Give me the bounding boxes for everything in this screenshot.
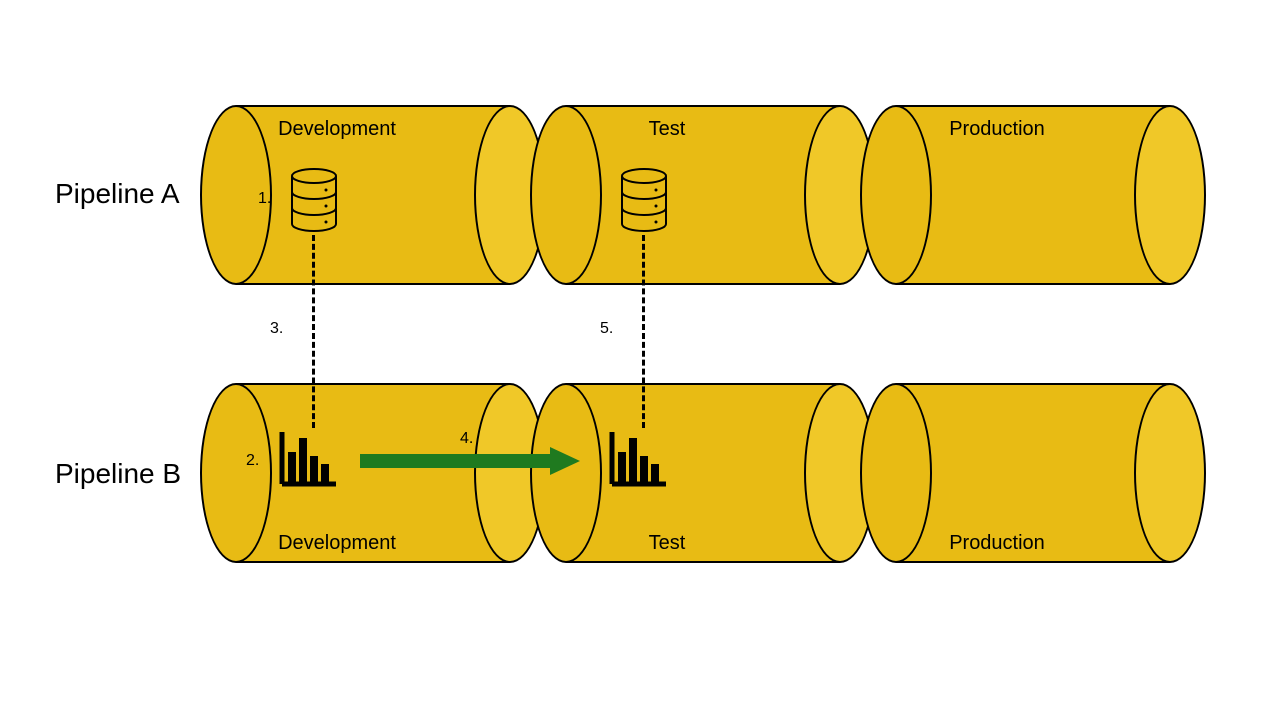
step-number-1: 1. xyxy=(258,190,271,208)
step-number-2: 2. xyxy=(246,452,259,470)
stage-label-b-test: Test xyxy=(530,532,804,555)
step-number-3: 3. xyxy=(270,320,283,338)
bar-chart-icon xyxy=(278,428,338,488)
stage-label-a-dev: Development xyxy=(200,118,474,141)
stage-label-a-prod: Production xyxy=(860,118,1134,141)
database-icon xyxy=(620,168,668,232)
dashed-connector-test xyxy=(642,235,645,428)
stage-label-a-test: Test xyxy=(530,118,804,141)
pipeline-a-label: Pipeline A xyxy=(55,178,180,210)
deploy-arrow xyxy=(360,447,580,475)
database-icon xyxy=(290,168,338,232)
stage-label-b-prod: Production xyxy=(860,532,1134,555)
stage-label-b-dev: Development xyxy=(200,532,474,555)
pipeline-b-label: Pipeline B xyxy=(55,458,181,490)
bar-chart-icon xyxy=(608,428,668,488)
dashed-connector-dev xyxy=(312,235,315,428)
step-number-5: 5. xyxy=(600,320,613,338)
step-number-4: 4. xyxy=(460,430,473,448)
diagram-stage: { "canvas": { "width": 1280, "height": 7… xyxy=(0,0,1280,720)
